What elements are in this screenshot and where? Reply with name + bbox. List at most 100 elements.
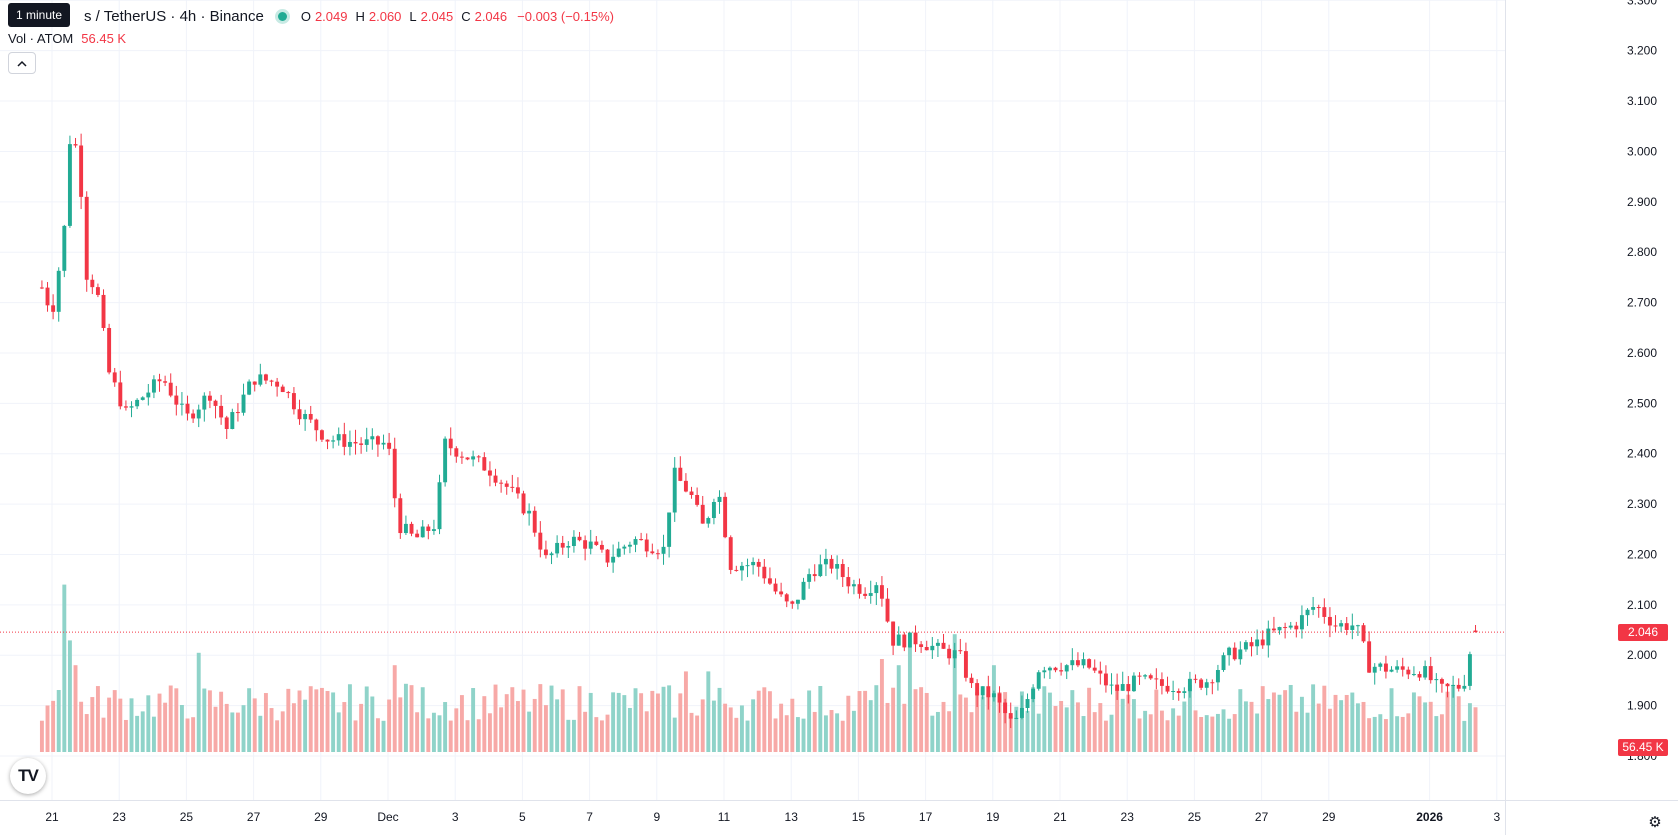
low-label: L <box>409 8 417 24</box>
volume-bar <box>415 712 420 752</box>
volume-bar <box>275 720 280 752</box>
candle-body <box>443 438 448 483</box>
volume-bar <box>997 692 1002 752</box>
candle-body <box>1383 663 1388 672</box>
volume-bar <box>986 693 991 752</box>
volume-bar <box>1473 707 1478 752</box>
candle-body <box>1059 670 1064 672</box>
candle-body <box>1137 675 1142 677</box>
time-tick-label: 21 <box>1053 810 1067 824</box>
volume-bar <box>919 687 924 752</box>
market-status-dot[interactable] <box>277 11 287 21</box>
volume-bar <box>482 696 487 752</box>
volume-bar <box>1271 692 1276 752</box>
volume-bar <box>1277 694 1282 752</box>
volume-bar <box>1098 703 1103 752</box>
tradingview-logo[interactable]: TV <box>10 758 46 794</box>
candle-body <box>784 594 789 602</box>
candle-body <box>95 287 100 295</box>
high-value: 2.060 <box>368 8 402 24</box>
candle-body <box>431 529 436 531</box>
candle-body <box>459 456 464 458</box>
candle-body <box>129 406 134 408</box>
candle-body <box>812 574 817 577</box>
candle-body <box>157 379 162 382</box>
candle-body <box>420 526 425 538</box>
candle-body <box>1131 675 1136 692</box>
volume-bar <box>1159 710 1164 752</box>
candle-body <box>1339 623 1344 627</box>
candle-body <box>1075 660 1080 666</box>
candle-body <box>527 510 532 514</box>
volume-bar <box>975 692 980 752</box>
gear-icon[interactable]: ⚙ <box>1648 814 1662 831</box>
candle-body <box>1428 666 1433 681</box>
candle-body <box>1008 713 1013 719</box>
volume-bar <box>1075 702 1080 752</box>
candle-body <box>1277 627 1282 631</box>
candle-body <box>1047 667 1052 671</box>
volume-bar <box>594 717 599 752</box>
collapse-legend-button[interactable] <box>8 52 36 74</box>
candle-body <box>499 482 504 484</box>
candle-body <box>56 270 61 312</box>
candle-body <box>185 403 190 414</box>
volume-bar <box>163 702 168 752</box>
time-tick-label: 3 <box>1493 810 1500 824</box>
volume-bar <box>375 718 380 752</box>
volume-bar <box>146 695 151 752</box>
candle-body <box>650 551 655 554</box>
volume-label[interactable]: Vol · ATOM <box>8 31 74 46</box>
candle-body <box>723 496 728 538</box>
candle-body <box>515 487 520 494</box>
candle-body <box>1451 684 1456 687</box>
volume-bar <box>1260 686 1265 752</box>
candle-body <box>1232 647 1237 660</box>
volume-bar <box>1350 692 1355 752</box>
volume-bar <box>84 714 89 752</box>
candle-body <box>767 578 772 584</box>
volume-bar <box>588 692 593 752</box>
volume-bar <box>1025 710 1030 752</box>
candle-body <box>941 642 946 649</box>
chevron-up-icon <box>17 60 27 67</box>
volume-bar <box>924 692 929 752</box>
candle-body <box>409 523 414 534</box>
candle-body <box>924 647 929 651</box>
candle-body <box>577 536 582 541</box>
volume-bar <box>846 695 851 752</box>
volume-bar <box>1232 714 1237 752</box>
price-tick-label: 3.300 <box>1627 0 1657 7</box>
candle-body <box>84 196 89 280</box>
volume-bar <box>1014 706 1019 752</box>
volume-bar <box>1395 716 1400 752</box>
volume-bar <box>1070 690 1075 752</box>
volume-bar <box>123 719 128 752</box>
candle-body <box>1148 675 1153 679</box>
volume-bar <box>247 688 252 752</box>
time-tick-label: 9 <box>653 810 660 824</box>
candle-body <box>107 327 112 373</box>
volume-bar <box>1081 716 1086 752</box>
volume-bar <box>342 702 347 752</box>
symbol-title[interactable]: s / TetherUS · 4h · Binance <box>84 7 264 25</box>
candle-body <box>1109 684 1114 686</box>
volume-bar <box>79 701 84 752</box>
candle-body <box>308 414 313 420</box>
volume-bar <box>1092 712 1097 752</box>
price-tick-label: 2.500 <box>1627 396 1657 410</box>
time-tick-label: 27 <box>247 810 261 824</box>
candle-body <box>762 566 767 579</box>
candle-body <box>717 496 722 502</box>
candle-body <box>588 541 593 549</box>
candle-body <box>359 443 364 445</box>
candle-body <box>1316 607 1321 609</box>
time-tick-label: 29 <box>314 810 328 824</box>
volume-bar <box>263 693 268 752</box>
volume-bar <box>874 685 879 752</box>
candle-body <box>151 379 156 393</box>
candle-body <box>773 583 778 592</box>
candle-body <box>353 441 358 444</box>
